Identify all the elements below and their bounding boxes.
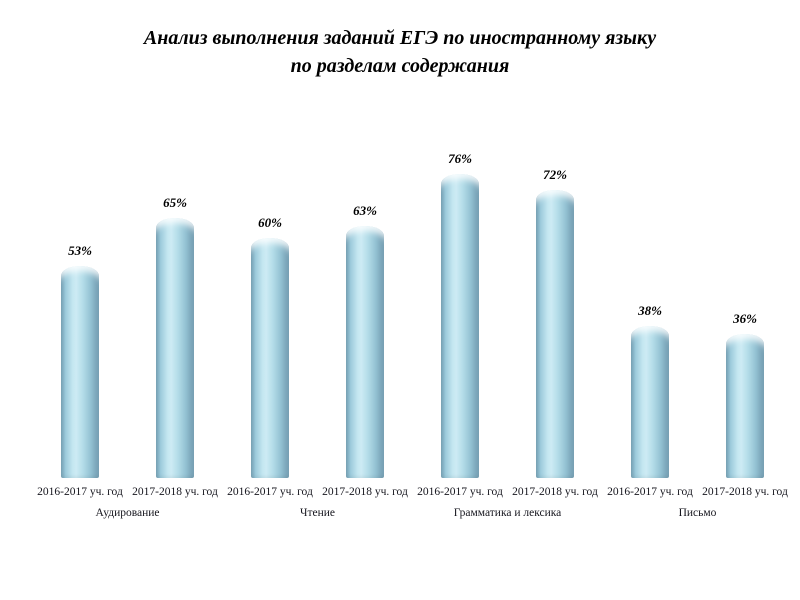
chart-title: Анализ выполнения заданий ЕГЭ по иностра… <box>0 24 800 80</box>
bar <box>726 334 764 478</box>
x-axis-category-labels: Аудирование Чтение Грамматика и лексика Пис… <box>0 507 800 523</box>
bar <box>536 190 574 478</box>
x-axis-year-label: 2017-2018 уч. год <box>702 486 788 498</box>
x-axis-category-label: Чтение <box>299 507 336 519</box>
bar-value-label: 38% <box>638 303 662 318</box>
x-axis-year-label: 2016-2017 уч. год <box>227 486 313 498</box>
x-axis-year-label: 2016-2017 уч. год <box>607 486 693 498</box>
x-axis-category-label: Аудирование <box>95 507 160 519</box>
plot-area: 53% 65% 60% 63% 76% 72% 38% 36% <box>0 150 800 478</box>
bar-value-label: 63% <box>353 203 377 218</box>
bar <box>631 326 669 478</box>
x-axis-year-label: 2017-2018 уч. год <box>512 486 598 498</box>
bar-value-label: 76% <box>448 151 472 166</box>
bar <box>441 174 479 478</box>
bar-value-label: 53% <box>68 243 92 258</box>
bar <box>61 266 99 478</box>
chart-title-line2: по разделам содержания <box>290 55 510 77</box>
bar <box>156 218 194 478</box>
bar-value-label: 72% <box>543 167 567 182</box>
x-axis-category-label: Грамматика и лексика <box>453 507 562 519</box>
bar <box>251 238 289 478</box>
x-axis-year-labels: 2016-2017 уч. год 2017-2018 уч. год 2016-2… <box>0 486 800 502</box>
bar-value-label: 60% <box>258 215 282 230</box>
x-axis-year-label: 2017-2018 уч. год <box>322 486 408 498</box>
x-axis-category-label: Письмо <box>678 507 717 519</box>
x-axis-year-label: 2016-2017 уч. год <box>417 486 503 498</box>
bar-value-label: 36% <box>733 311 757 326</box>
chart-title-line1: Анализ выполнения заданий ЕГЭ по иностра… <box>143 27 657 49</box>
x-axis-year-label: 2017-2018 уч. год <box>132 486 218 498</box>
bar <box>346 226 384 478</box>
x-axis-year-label: 2016-2017 уч. год <box>37 486 123 498</box>
bar-value-label: 65% <box>163 195 187 210</box>
